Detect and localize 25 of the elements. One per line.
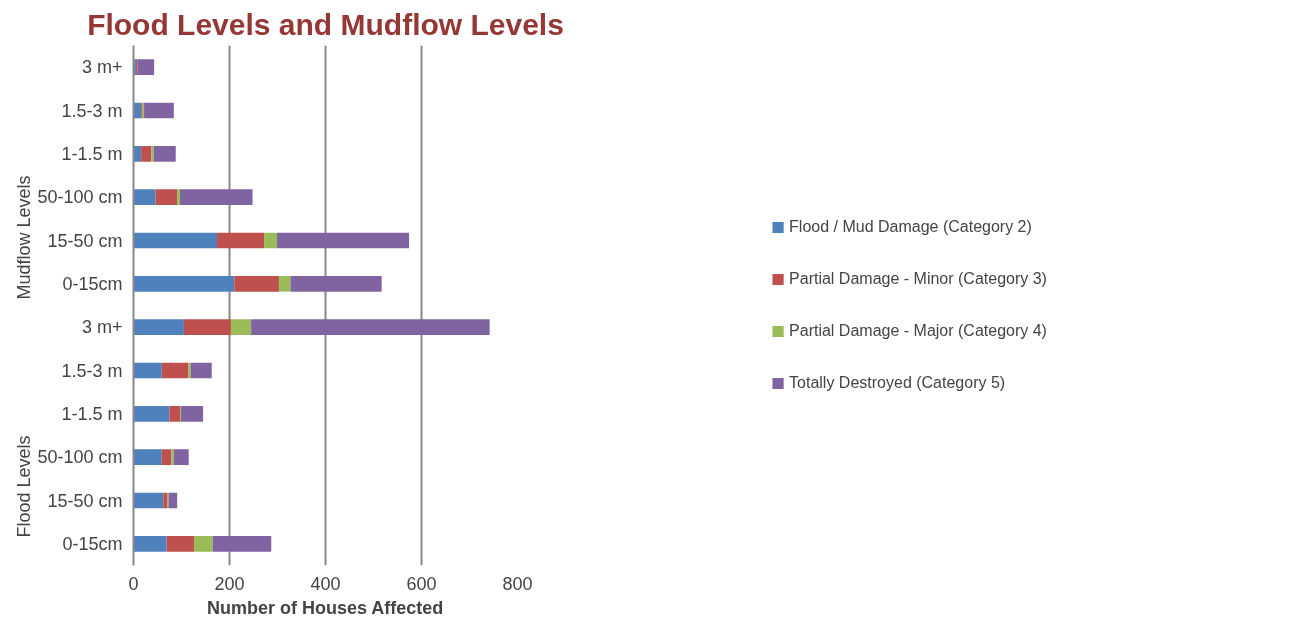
chart-title: Flood Levels and Mudflow Levels [87,7,564,41]
y-tick-label: 15-50 cm [47,490,123,511]
x-tick-label: 800 [502,573,533,594]
y-tick-label: 1.5-3 m [61,100,123,121]
legend-label: Flood / Mud Damage (Category 2) [789,218,1032,236]
y-tick-label: 3 m+ [81,57,123,78]
x-tick-label: 400 [310,573,341,594]
y-tick-label: 1-1.5 m [61,403,123,424]
text: Mudflow Levels [13,175,34,300]
legend-label: Totally Destroyed (Category 5) [789,374,1006,392]
y-tick-label: 50-100 cm [37,447,123,468]
legend-label: Partial Damage - Minor (Category 3) [789,270,1047,288]
y-tick-label: 3 m+ [81,317,123,338]
legend-label: Partial Damage - Major (Category 4) [789,322,1047,340]
y-tick-label: 1.5-3 m [61,360,123,381]
x-axis-title: Number of Houses Affected [206,597,444,618]
x-tick-label: 0 [128,573,139,594]
y-tick-label: 0-15cm [62,273,123,294]
x-tick-label: 600 [406,573,437,594]
text: Flood Levels [13,435,34,538]
y-tick-label: 15-50 cm [47,230,123,251]
y-tick-label: 1-1.5 m [61,143,123,164]
y-tick-label: 0-15cm [62,533,123,554]
y-tick-label: 50-100 cm [37,187,123,208]
x-tick-label: 200 [214,573,245,594]
